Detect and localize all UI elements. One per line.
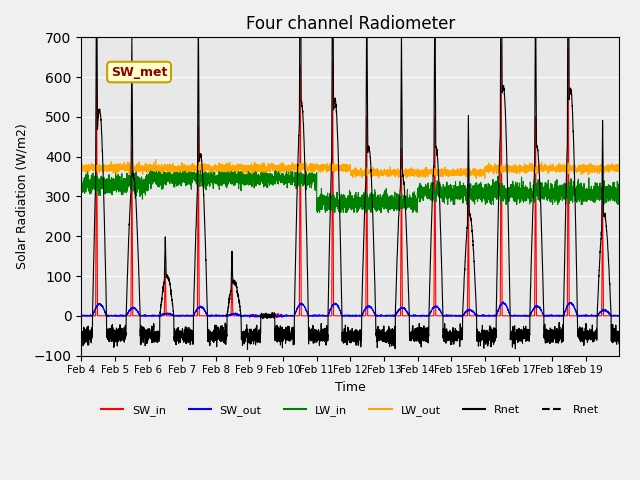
- Legend: SW_in, SW_out, LW_in, LW_out, Rnet, Rnet: SW_in, SW_out, LW_in, LW_out, Rnet, Rnet: [97, 400, 604, 420]
- SW_in: [538, 313, 546, 319]
- SW_in: [273, 315, 280, 321]
- SW_out: [77, 313, 85, 319]
- LW_in: [616, 190, 623, 196]
- LW_out: [152, 157, 159, 163]
- Rnet: [498, 62, 506, 68]
- SW_out: [499, 299, 507, 305]
- SW_in: [525, 313, 532, 319]
- SW_out: [266, 314, 274, 320]
- LW_out: [371, 168, 378, 174]
- LW_out: [77, 165, 85, 170]
- SW_out: [189, 312, 196, 318]
- LW_in: [498, 191, 506, 197]
- LW_in: [189, 175, 196, 180]
- Title: Four channel Radiometer: Four channel Radiometer: [246, 15, 455, 33]
- SW_out: [538, 310, 546, 316]
- Line: SW_in: SW_in: [81, 45, 620, 318]
- SW_in: [616, 313, 623, 319]
- Rnet: [538, 256, 546, 262]
- SW_in: [399, 313, 407, 319]
- Rnet: [244, 347, 252, 352]
- SW_in: [498, 279, 506, 285]
- Rnet: [371, 260, 378, 266]
- LW_in: [371, 201, 378, 207]
- LW_in: [271, 163, 279, 168]
- SW_in: [371, 313, 378, 319]
- LW_out: [472, 176, 480, 181]
- SW_out: [371, 311, 378, 316]
- X-axis label: Time: Time: [335, 381, 365, 394]
- LW_out: [525, 168, 532, 174]
- Rnet: [77, 330, 85, 336]
- SW_in: [189, 313, 196, 319]
- SW_out: [399, 305, 407, 311]
- LW_in: [314, 210, 321, 216]
- SW_in: [497, 42, 505, 48]
- SW_out: [616, 313, 623, 319]
- SW_out: [525, 312, 532, 318]
- Rnet: [189, 333, 196, 339]
- Line: Rnet: Rnet: [81, 0, 620, 349]
- Text: SW_met: SW_met: [111, 66, 167, 79]
- LW_out: [189, 164, 196, 169]
- Line: LW_out: LW_out: [81, 160, 620, 179]
- Line: SW_out: SW_out: [81, 302, 620, 317]
- LW_in: [399, 202, 407, 207]
- LW_out: [399, 171, 407, 177]
- SW_out: [498, 300, 506, 306]
- Rnet: [399, 174, 407, 180]
- SW_in: [77, 313, 85, 319]
- LW_in: [525, 192, 532, 197]
- Y-axis label: Solar Radiation (W/m2): Solar Radiation (W/m2): [15, 124, 28, 269]
- Rnet: [616, 331, 623, 337]
- LW_in: [538, 190, 546, 195]
- LW_out: [538, 167, 546, 173]
- LW_out: [498, 170, 506, 176]
- LW_out: [616, 168, 623, 173]
- LW_in: [77, 180, 85, 186]
- Rnet: [525, 334, 532, 339]
- Line: LW_in: LW_in: [81, 166, 620, 213]
